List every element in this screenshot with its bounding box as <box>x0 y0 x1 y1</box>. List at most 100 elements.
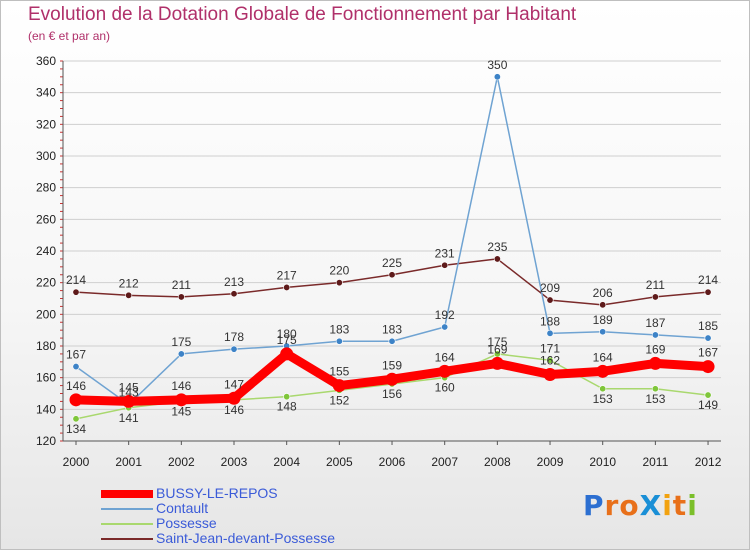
data-label-saint-jean-devant-possesse: 211 <box>172 278 191 292</box>
data-point-saint-jean-devant-possesse[interactable] <box>388 271 396 279</box>
data-point-saint-jean-devant-possesse[interactable] <box>493 255 501 263</box>
data-label-bussy-le-repos: 169 <box>487 342 507 356</box>
legend-swatch-bussy <box>101 490 153 499</box>
data-point-saint-jean-devant-possesse[interactable] <box>441 261 449 269</box>
data-point-bussy-le-repos[interactable] <box>122 394 136 408</box>
data-label-saint-jean-devant-possesse: 214 <box>66 273 86 287</box>
y-tick-label: 180 <box>36 339 56 353</box>
data-point-bussy-le-repos[interactable] <box>648 356 662 370</box>
data-point-saint-jean-devant-possesse[interactable] <box>177 293 185 301</box>
legend-swatch-contault <box>101 508 153 511</box>
data-point-bussy-le-repos[interactable] <box>280 347 294 361</box>
data-point-bussy-le-repos[interactable] <box>69 393 83 407</box>
legend-item-saint-jean[interactable]: Saint-Jean-devant-Possesse <box>101 531 335 546</box>
data-point-contault[interactable] <box>651 331 659 339</box>
data-point-possesse[interactable] <box>72 415 80 423</box>
x-tick-label: 2012 <box>695 455 722 469</box>
data-point-possesse[interactable] <box>599 385 607 393</box>
data-point-possesse[interactable] <box>283 393 291 401</box>
data-point-saint-jean-devant-possesse[interactable] <box>651 293 659 301</box>
series-line-contault <box>75 76 709 406</box>
x-tick-label: 2002 <box>168 455 195 469</box>
data-label-bussy-le-repos: 145 <box>119 380 139 394</box>
data-point-bussy-le-repos[interactable] <box>490 356 504 370</box>
data-point-contault[interactable] <box>493 73 501 81</box>
data-point-contault[interactable] <box>72 363 80 371</box>
data-label-possesse: 148 <box>277 400 297 414</box>
data-point-contault[interactable] <box>388 337 396 345</box>
data-point-saint-jean-devant-possesse[interactable] <box>125 291 133 299</box>
data-label-contault: 183 <box>329 322 349 336</box>
data-point-saint-jean-devant-possesse[interactable] <box>72 288 80 296</box>
x-tick-label: 2001 <box>115 455 142 469</box>
chart-title: Evolution de la Dotation Globale de Fonc… <box>28 4 577 25</box>
x-tick-label: 2008 <box>484 455 511 469</box>
legend-label: Contault <box>156 500 209 516</box>
data-point-bussy-le-repos[interactable] <box>174 393 188 407</box>
data-label-contault: 143 <box>119 386 139 400</box>
legend-item-possesse[interactable]: Possesse <box>101 516 335 531</box>
data-point-saint-jean-devant-possesse[interactable] <box>283 283 291 291</box>
data-point-bussy-le-repos[interactable] <box>596 364 610 378</box>
data-label-possesse: 145 <box>171 404 191 418</box>
data-label-possesse: 149 <box>698 398 718 412</box>
data-point-bussy-le-repos[interactable] <box>543 368 557 381</box>
data-label-possesse: 152 <box>329 393 349 407</box>
data-label-saint-jean-devant-possesse: 231 <box>435 246 455 260</box>
data-label-bussy-le-repos: 164 <box>593 350 613 364</box>
data-label-bussy-le-repos: 146 <box>171 379 191 393</box>
data-point-saint-jean-devant-possesse[interactable] <box>546 296 554 304</box>
data-point-saint-jean-devant-possesse[interactable] <box>230 290 238 298</box>
data-label-bussy-le-repos: 147 <box>224 377 244 391</box>
data-point-saint-jean-devant-possesse[interactable] <box>335 279 343 287</box>
data-point-bussy-le-repos[interactable] <box>227 391 241 405</box>
data-point-contault[interactable] <box>599 328 607 336</box>
data-point-bussy-le-repos[interactable] <box>438 364 452 378</box>
data-point-contault[interactable] <box>230 345 238 353</box>
data-point-possesse[interactable] <box>704 391 712 399</box>
data-label-possesse: 175 <box>487 335 507 349</box>
data-point-bussy-le-repos[interactable] <box>701 360 715 374</box>
data-label-contault: 178 <box>224 330 244 344</box>
x-tick-label: 2010 <box>589 455 616 469</box>
data-point-saint-jean-devant-possesse[interactable] <box>704 288 712 296</box>
data-point-contault[interactable] <box>546 329 554 337</box>
data-point-possesse[interactable] <box>546 356 554 364</box>
legend-item-bussy[interactable]: BUSSY-LE-REPOS <box>101 486 335 501</box>
y-tick-label: 360 <box>36 54 56 68</box>
data-point-contault[interactable] <box>704 334 712 342</box>
data-label-saint-jean-devant-possesse: 212 <box>119 276 139 290</box>
legend-swatch-saint-jean <box>101 538 153 541</box>
data-label-possesse: 171 <box>540 341 560 355</box>
data-point-saint-jean-devant-possesse[interactable] <box>599 301 607 309</box>
data-point-bussy-le-repos[interactable] <box>332 379 346 393</box>
x-tick-label: 2003 <box>221 455 248 469</box>
y-tick-label: 240 <box>36 244 56 258</box>
data-label-contault: 189 <box>593 313 613 327</box>
x-tick-label: 2007 <box>431 455 458 469</box>
legend-item-contault[interactable]: Contault <box>101 501 335 516</box>
data-label-saint-jean-devant-possesse: 217 <box>277 268 297 282</box>
data-label-bussy-le-repos: 146 <box>66 379 86 393</box>
grid-lines <box>63 60 721 442</box>
x-tick-label: 2000 <box>63 455 90 469</box>
data-label-possesse: 141 <box>119 411 139 425</box>
data-point-possesse[interactable] <box>651 385 659 393</box>
y-tick-label: 140 <box>36 402 56 416</box>
data-point-contault[interactable] <box>335 337 343 345</box>
y-tick-label: 160 <box>36 371 56 385</box>
data-label-saint-jean-devant-possesse: 214 <box>698 273 718 287</box>
data-point-bussy-le-repos[interactable] <box>385 372 399 386</box>
data-label-bussy-le-repos: 164 <box>435 350 455 364</box>
data-label-possesse: 153 <box>593 392 613 406</box>
y-tick-label: 340 <box>36 86 56 100</box>
data-point-contault[interactable] <box>177 350 185 358</box>
data-labels: 214 212 211 213 217 220 225 231 235 209 206 211 214 1… <box>66 58 718 436</box>
data-point-contault[interactable] <box>441 323 449 331</box>
data-label-contault: 187 <box>645 316 665 330</box>
data-label-possesse: 146 <box>224 403 244 417</box>
y-tick-label: 120 <box>36 434 56 448</box>
x-tick-label: 2009 <box>537 455 564 469</box>
data-label-saint-jean-devant-possesse: 213 <box>224 275 244 289</box>
